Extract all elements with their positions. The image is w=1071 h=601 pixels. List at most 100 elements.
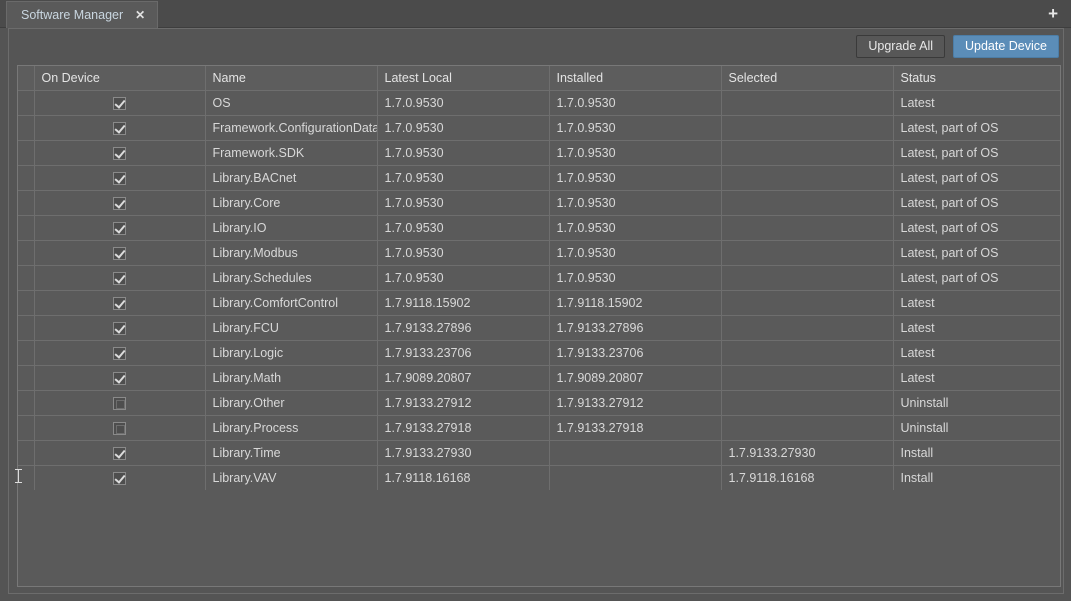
status-cell: Latest, part of OS (893, 240, 1060, 266)
on-device-cell[interactable] (34, 390, 206, 416)
table-row[interactable]: Library.VAV 1.7.9118.16168 1.7.9118.16168 I… (18, 465, 1060, 491)
checkbox-checked-icon[interactable] (113, 96, 126, 110)
checkbox-checked-icon[interactable] (113, 471, 126, 485)
table-row[interactable]: Library.BACnet 1.7.0.9530 1.7.0.9530 Latest… (18, 165, 1060, 191)
table-row[interactable]: Library.Time 1.7.9133.27930 1.7.9133.27930… (18, 440, 1060, 466)
selected-cell: 1.7.9133.27930 (721, 440, 894, 466)
selected-cell (721, 140, 894, 166)
table-row[interactable]: Library.FCU 1.7.9133.27896 1.7.9133.27896 L… (18, 315, 1060, 341)
column-header-name[interactable]: Name (205, 66, 378, 91)
on-device-cell[interactable] (34, 90, 206, 116)
on-device-cell[interactable] (34, 290, 206, 316)
on-device-cell[interactable] (34, 240, 206, 266)
column-header-latest-local[interactable]: Latest Local (377, 66, 550, 91)
on-device-cell[interactable] (34, 165, 206, 191)
latest-local-cell: 1.7.0.9530 (377, 165, 550, 191)
checkbox-checked-icon[interactable] (113, 321, 126, 335)
checkbox-checked-icon[interactable] (113, 221, 126, 235)
row-selector-cell[interactable] (18, 90, 35, 116)
checkbox-unchecked-icon[interactable] (113, 396, 126, 410)
installed-cell: 1.7.9133.27896 (549, 315, 722, 341)
row-selector-cell[interactable] (18, 290, 35, 316)
table-row[interactable]: OS 1.7.0.9530 1.7.0.9530 Latest (18, 90, 1060, 116)
table-row[interactable]: Library.Schedules 1.7.0.9530 1.7.0.9530 Lat… (18, 265, 1060, 291)
table-row[interactable]: Library.ComfortControl 1.7.9118.15902 1.7.… (18, 290, 1060, 316)
name-cell: Library.Core (205, 190, 378, 216)
on-device-cell[interactable] (34, 415, 206, 441)
name-cell: Library.Schedules (205, 265, 378, 291)
table-header-row: On Device Name Latest Local Installed Se… (18, 66, 1060, 91)
row-selector-cell[interactable] (18, 415, 35, 441)
checkbox-checked-icon[interactable] (113, 446, 126, 460)
selected-cell (721, 390, 894, 416)
row-selector-cell[interactable] (18, 140, 35, 166)
on-device-cell[interactable] (34, 215, 206, 241)
row-selector-cell[interactable] (18, 265, 35, 291)
row-selector-cell[interactable] (18, 390, 35, 416)
row-selector-cell[interactable] (18, 315, 35, 341)
column-header-on-device[interactable]: On Device (34, 66, 206, 91)
status-cell: Latest, part of OS (893, 265, 1060, 291)
plus-icon[interactable]: + (1048, 4, 1058, 23)
row-selector-cell[interactable] (18, 190, 35, 216)
on-device-cell[interactable] (34, 440, 206, 466)
on-device-cell[interactable] (34, 365, 206, 391)
row-selector-cell[interactable] (18, 115, 35, 141)
on-device-cell[interactable] (34, 265, 206, 291)
upgrade-all-button[interactable]: Upgrade All (856, 34, 945, 58)
status-cell: Latest, part of OS (893, 215, 1060, 241)
status-cell: Latest, part of OS (893, 140, 1060, 166)
column-header-status[interactable]: Status (893, 66, 1060, 91)
row-selector-cell[interactable] (18, 215, 35, 241)
checkbox-checked-icon[interactable] (113, 371, 126, 385)
row-selector-cell[interactable] (18, 365, 35, 391)
checkbox-checked-icon[interactable] (113, 146, 126, 160)
status-cell: Install (893, 440, 1060, 466)
latest-local-cell: 1.7.0.9530 (377, 140, 550, 166)
status-cell: Latest (893, 290, 1060, 316)
checkbox-checked-icon[interactable] (113, 296, 126, 310)
on-device-cell[interactable] (34, 315, 206, 341)
table-row[interactable]: Library.IO 1.7.0.9530 1.7.0.9530 Latest, pa… (18, 215, 1060, 241)
tab-software-manager[interactable]: Software Manager ✕ (6, 1, 159, 28)
table-row[interactable]: Framework.SDK 1.7.0.9530 1.7.0.9530 Latest,… (18, 140, 1060, 166)
row-selector-cell[interactable] (18, 165, 35, 191)
on-device-cell[interactable] (34, 190, 206, 216)
latest-local-cell: 1.7.9133.27918 (377, 415, 550, 441)
installed-cell: 1.7.9118.15902 (549, 290, 722, 316)
installed-cell: 1.7.0.9530 (549, 115, 722, 141)
checkbox-checked-icon[interactable] (113, 271, 126, 285)
row-selector-cell[interactable] (18, 465, 35, 491)
table-row[interactable]: Library.Math 1.7.9089.20807 1.7.9089.20807… (18, 365, 1060, 391)
installed-cell: 1.7.0.9530 (549, 140, 722, 166)
checkbox-checked-icon[interactable] (113, 171, 126, 185)
update-device-button[interactable]: Update Device (953, 34, 1059, 58)
checkbox-checked-icon[interactable] (113, 346, 126, 360)
installed-cell: 1.7.9089.20807 (549, 365, 722, 391)
table-row[interactable]: Library.Other 1.7.9133.27912 1.7.9133.2791… (18, 390, 1060, 416)
column-header-installed[interactable]: Installed (549, 66, 722, 91)
on-device-cell[interactable] (34, 140, 206, 166)
table-row[interactable]: Library.Modbus 1.7.0.9530 1.7.0.9530 Latest… (18, 240, 1060, 266)
on-device-cell[interactable] (34, 465, 206, 491)
on-device-cell[interactable] (34, 340, 206, 366)
table-row[interactable]: Framework.ConfigurationData 1.7.0.9530 1.7… (18, 115, 1060, 141)
checkbox-checked-icon[interactable] (113, 246, 126, 260)
selected-cell (721, 365, 894, 391)
installed-cell: 1.7.0.9530 (549, 240, 722, 266)
table-row[interactable]: Library.Core 1.7.0.9530 1.7.0.9530 Latest, … (18, 190, 1060, 216)
column-header-selected[interactable]: Selected (721, 66, 894, 91)
name-cell: Framework.ConfigurationData (205, 115, 378, 141)
row-selector-cell[interactable] (18, 440, 35, 466)
row-selector-cell[interactable] (18, 340, 35, 366)
row-selector-cell[interactable] (18, 240, 35, 266)
checkbox-checked-icon[interactable] (113, 196, 126, 210)
table-row[interactable]: Library.Process 1.7.9133.27918 1.7.9133.27… (18, 415, 1060, 441)
latest-local-cell: 1.7.0.9530 (377, 90, 550, 116)
close-icon[interactable]: ✕ (135, 8, 146, 22)
checkbox-checked-icon[interactable] (113, 121, 126, 135)
table-row[interactable]: Library.Logic 1.7.9133.23706 1.7.9133.2370… (18, 340, 1060, 366)
checkbox-unchecked-icon[interactable] (113, 421, 126, 435)
on-device-cell[interactable] (34, 115, 206, 141)
software-table[interactable]: On Device Name Latest Local Installed Se… (17, 65, 1061, 587)
